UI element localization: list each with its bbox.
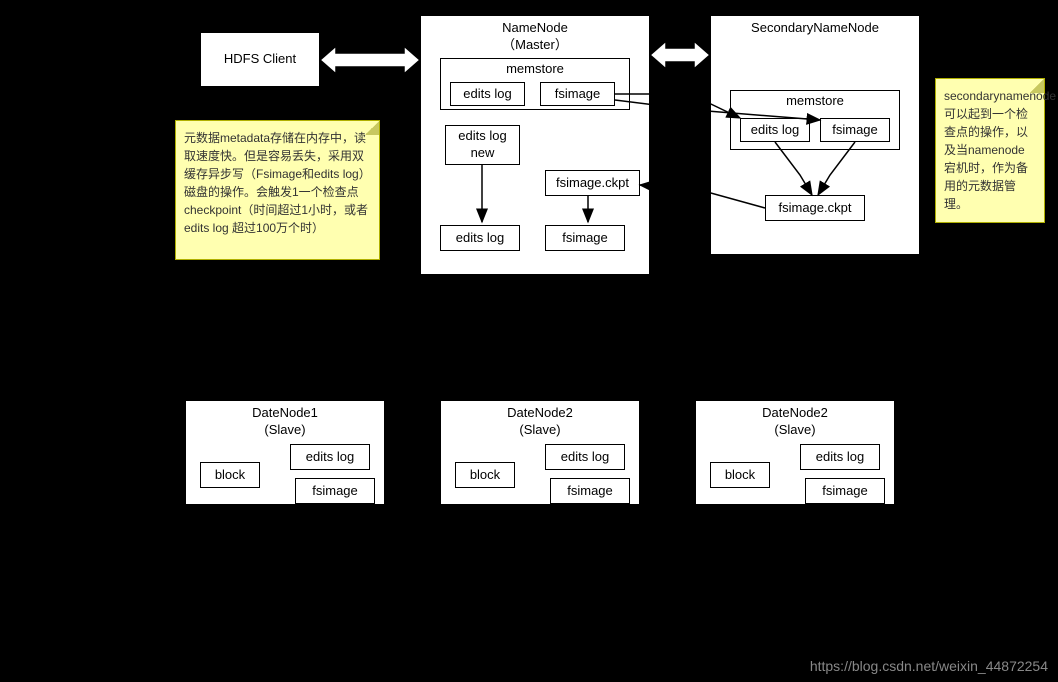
datanode-1-editslog: edits log (290, 444, 370, 470)
secondary-memstore-editslog: edits log (740, 118, 810, 142)
datanode-3-title: DateNode2 (Slave) (696, 401, 894, 439)
datanode-2-block: block (455, 462, 515, 488)
namenode-memstore-editslog: edits log (450, 82, 525, 106)
namenode-editslog-new: edits log new (445, 125, 520, 165)
dn1-editslog-label: edits log (306, 449, 354, 466)
dn3-block-label: block (725, 467, 755, 484)
dn2-block-label: block (470, 467, 500, 484)
namenode-title: NameNode （Master） (421, 16, 649, 54)
dn2-title-line1: DateNode2 (507, 405, 573, 420)
dn2-title-line2: (Slave) (519, 422, 560, 437)
datanode-1-title: DateNode1 (Slave) (186, 401, 384, 439)
nn-mem-fsimage-label: fsimage (555, 86, 601, 103)
watermark: https://blog.csdn.net/weixin_44872254 (810, 658, 1048, 674)
dn1-title-line1: DateNode1 (252, 405, 318, 420)
namenode-fsimage-ckpt: fsimage.ckpt (545, 170, 640, 196)
dn1-title-line2: (Slave) (264, 422, 305, 437)
datanode-1-fsimage: fsimage (295, 478, 375, 504)
sn-mem-fsimage-label: fsimage (832, 122, 878, 139)
nn-mem-editslog-label: edits log (463, 86, 511, 103)
note-left-text: 元数据metadata存储在内存中，读取速度快。但是容易丢失，采用双缓存异步写（… (184, 131, 371, 235)
dn2-editslog-label: edits log (561, 449, 609, 466)
dn3-fsimage-label: fsimage (822, 483, 868, 500)
note-right: secondarynamenode可以起到一个检查点的操作，以及当namenod… (935, 78, 1045, 223)
datanode-3-editslog: edits log (800, 444, 880, 470)
namenode-memstore-fsimage: fsimage (540, 82, 615, 106)
secondary-memstore-label: memstore (731, 91, 899, 110)
nn-fsimage-ckpt-label: fsimage.ckpt (556, 175, 629, 192)
nn-editslog-bottom-label: edits log (456, 230, 504, 247)
hdfs-client-label: HDFS Client (224, 51, 296, 68)
sn-fsimage-ckpt-label: fsimage.ckpt (779, 200, 852, 217)
datanode-1-block: block (200, 462, 260, 488)
dn3-editslog-label: edits log (816, 449, 864, 466)
secondary-title: SecondaryNameNode (711, 16, 919, 37)
nn-editslog-new-label: edits log new (458, 128, 506, 162)
datanode-3-block: block (710, 462, 770, 488)
namenode-memstore-label: memstore (441, 59, 629, 78)
datanode-2-title: DateNode2 (Slave) (441, 401, 639, 439)
sn-mem-editslog-label: edits log (751, 122, 799, 139)
secondary-fsimage-ckpt: fsimage.ckpt (765, 195, 865, 221)
namenode-fsimage-bottom: fsimage (545, 225, 625, 251)
note-right-text: secondarynamenode可以起到一个检查点的操作，以及当namenod… (944, 89, 1056, 211)
nn-fsimage-bottom-label: fsimage (562, 230, 608, 247)
dn3-title-line1: DateNode2 (762, 405, 828, 420)
datanode-2-editslog: edits log (545, 444, 625, 470)
dn2-fsimage-label: fsimage (567, 483, 613, 500)
namenode-title-line1: NameNode (502, 20, 568, 35)
dn3-title-line2: (Slave) (774, 422, 815, 437)
dn1-fsimage-label: fsimage (312, 483, 358, 500)
namenode-editslog-bottom: edits log (440, 225, 520, 251)
dn1-block-label: block (215, 467, 245, 484)
datanode-3-fsimage: fsimage (805, 478, 885, 504)
secondary-memstore-fsimage: fsimage (820, 118, 890, 142)
namenode-title-line2: （Master） (502, 37, 568, 52)
hdfs-client-box: HDFS Client (200, 32, 320, 87)
note-left: 元数据metadata存储在内存中，读取速度快。但是容易丢失，采用双缓存异步写（… (175, 120, 380, 260)
datanode-2-fsimage: fsimage (550, 478, 630, 504)
